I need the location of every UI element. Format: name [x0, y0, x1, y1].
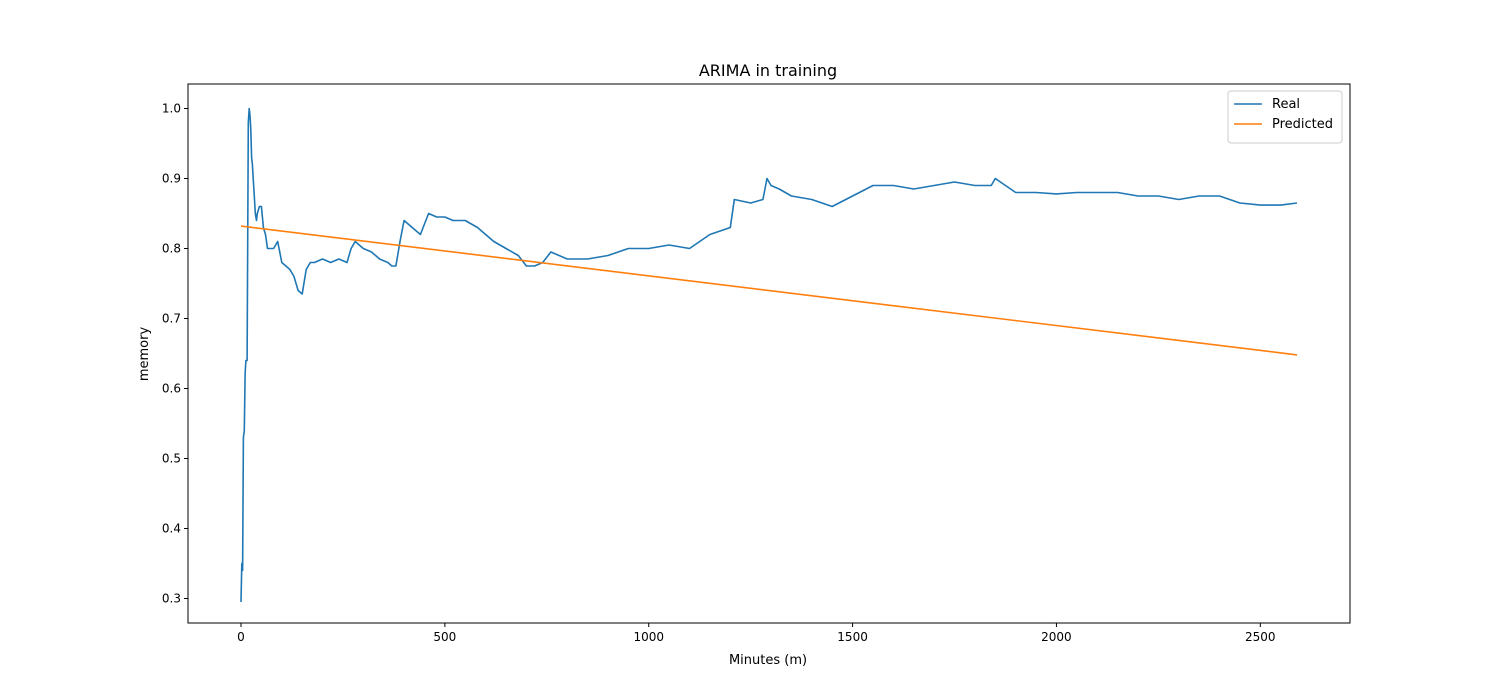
legend: Real Predicted: [1227, 90, 1343, 144]
y-tick-label: 1.0: [162, 102, 181, 116]
x-tick-label: 1500: [837, 630, 868, 644]
series-line-predicted: [240, 225, 1298, 356]
x-tick-label: 0: [237, 630, 245, 644]
x-tick-label: 500: [433, 630, 456, 644]
x-tick-label: 2000: [1041, 630, 1072, 644]
y-tick-label: 0.8: [162, 242, 181, 256]
y-tick-label: 0.4: [162, 522, 181, 536]
x-tick-label: 2500: [1245, 630, 1276, 644]
y-tick-label: 0.7: [162, 312, 181, 326]
series-line-real: [240, 107, 1298, 603]
x-tick-label: 1000: [633, 630, 664, 644]
x-axis-label: Minutes (m): [729, 653, 807, 668]
legend-label-predicted: Predicted: [1272, 117, 1333, 132]
y-tick-label: 0.5: [162, 452, 181, 466]
y-tick-label: 0.6: [162, 382, 181, 396]
plot-area: 0 500 1000 1500 2000 2500 0.3 0.4 0.5 0.6 0.7 0.8 0.…: [162, 83, 1351, 644]
axes-frame: [187, 83, 1351, 624]
y-tick-label: 0.9: [162, 172, 181, 186]
y-axis-label: memory: [137, 327, 152, 382]
chart-title: ARIMA in training: [699, 61, 837, 80]
legend-label-real: Real: [1272, 97, 1300, 112]
y-tick-label: 0.3: [162, 592, 181, 606]
